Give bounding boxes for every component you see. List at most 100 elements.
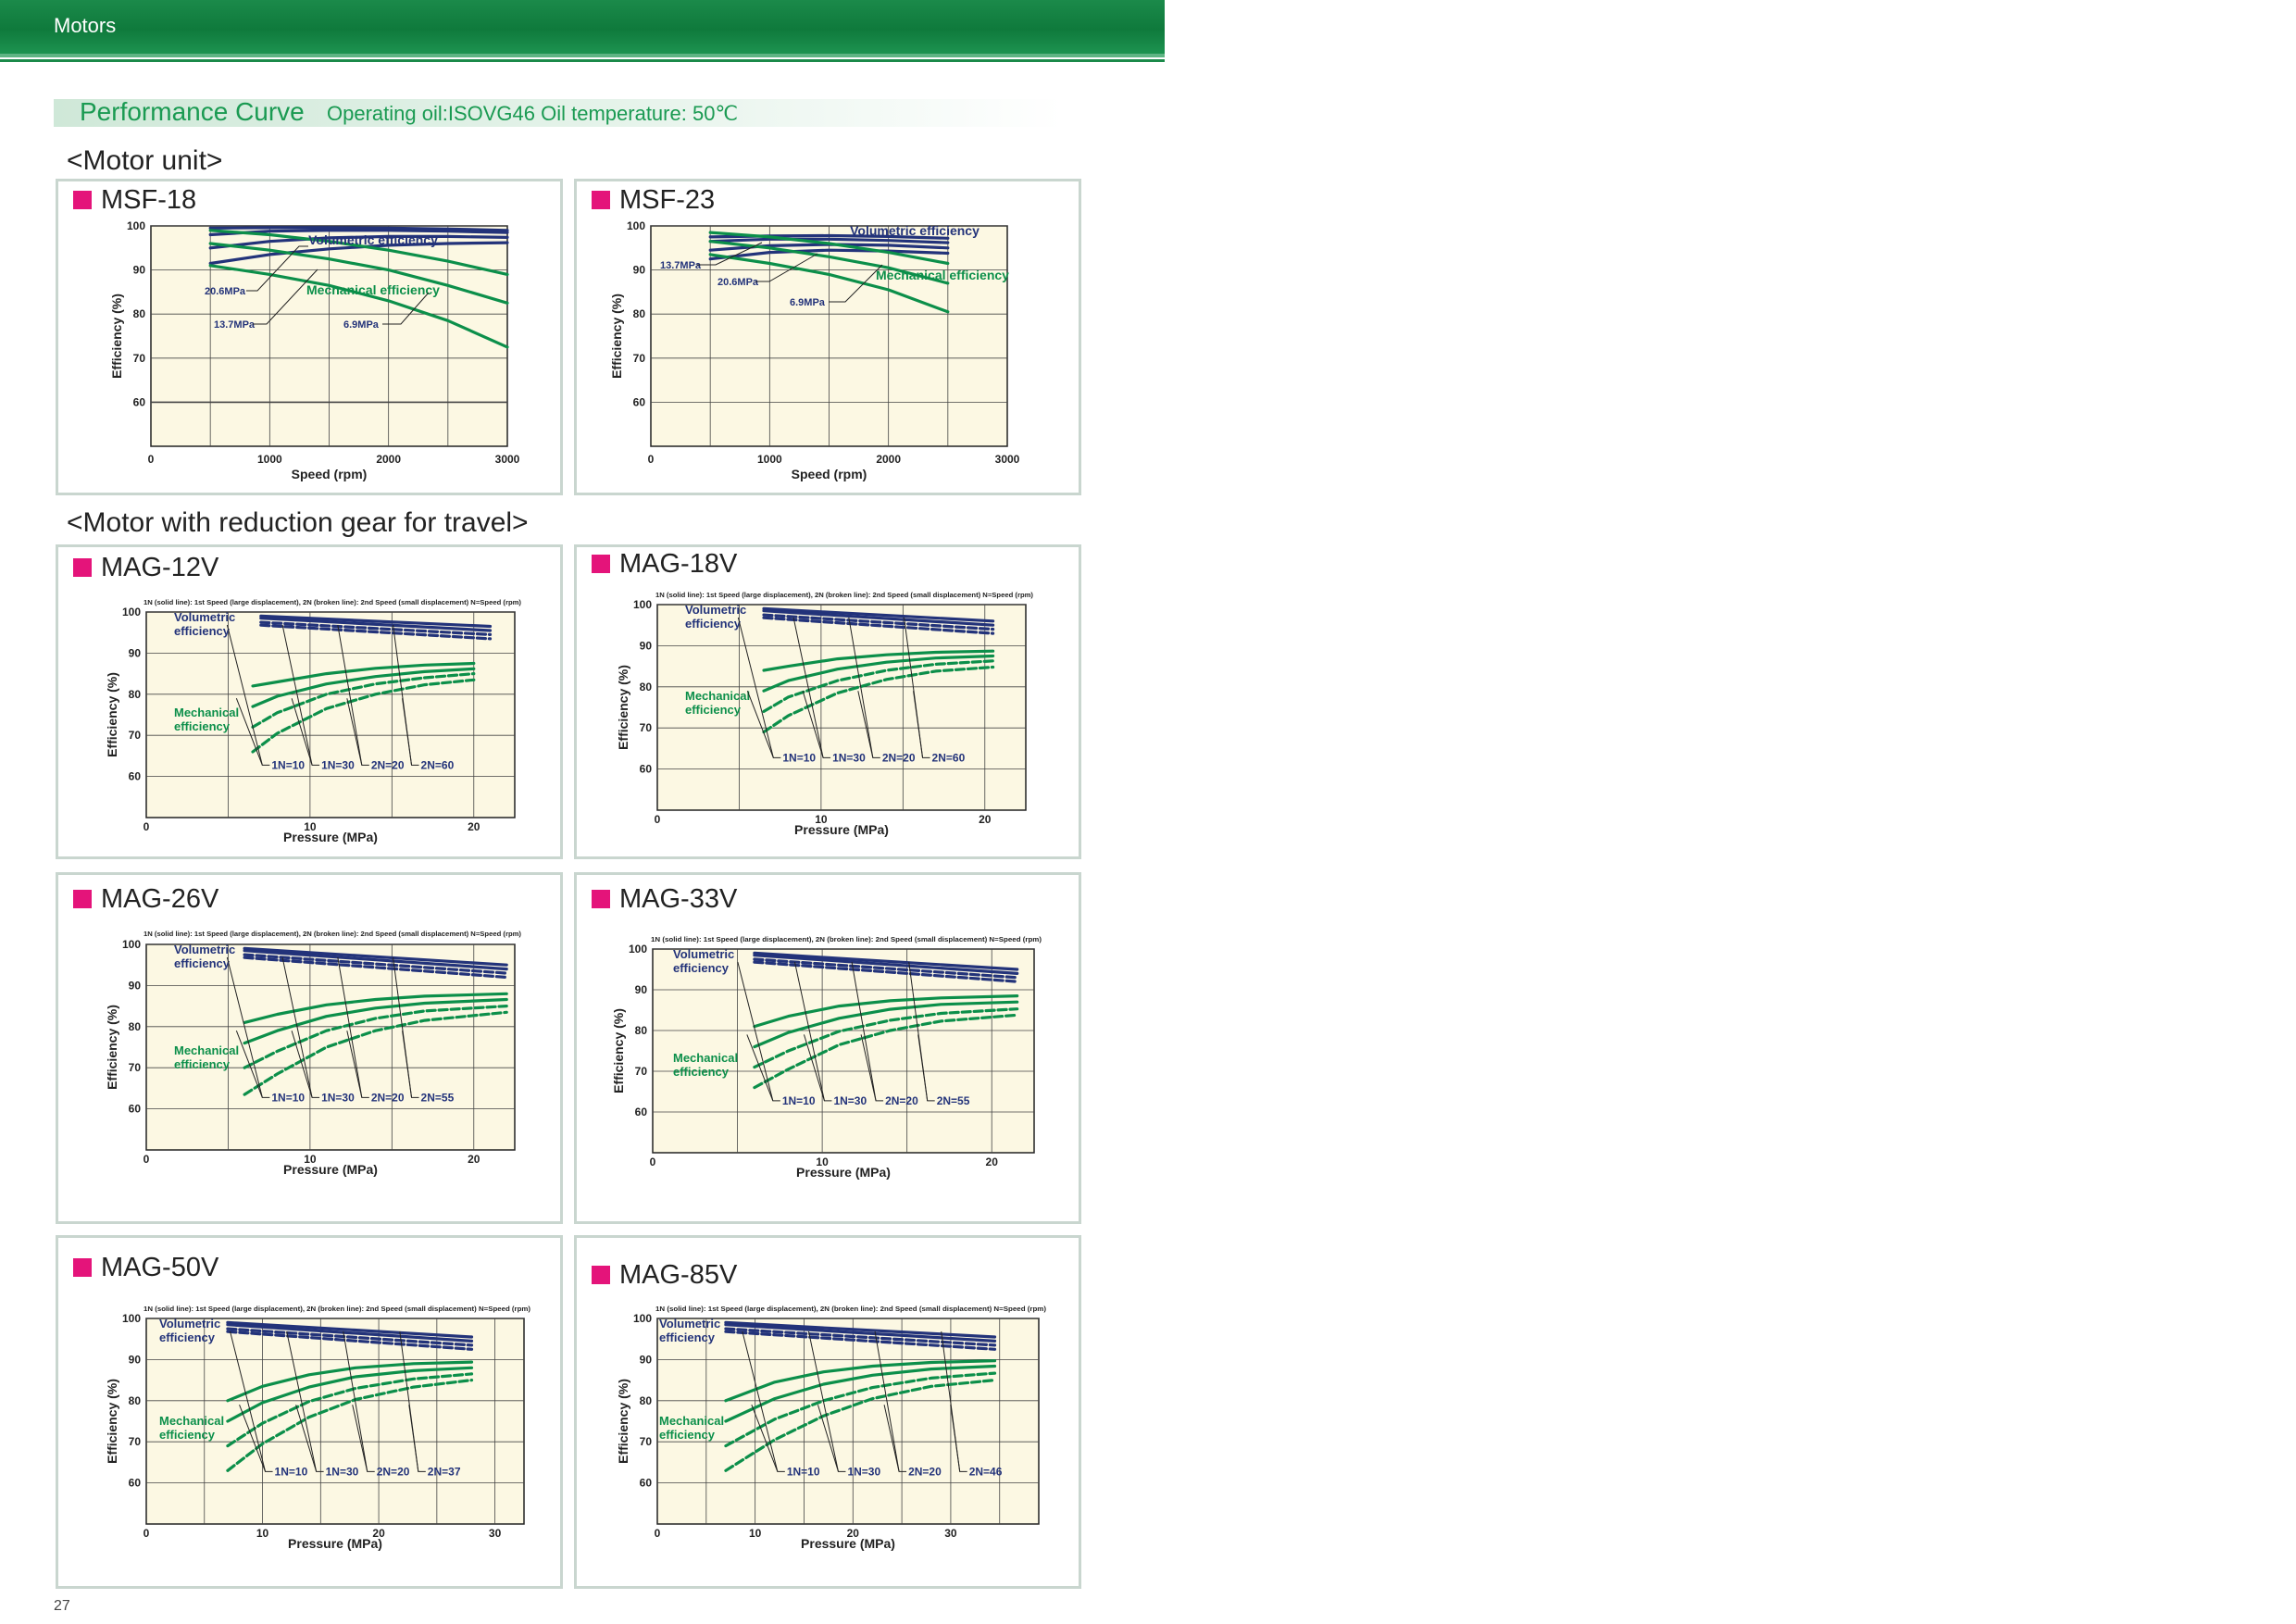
x-tick-label: 20: [847, 1527, 860, 1540]
mechanical-label: Mechanical: [174, 1043, 239, 1057]
volumetric-efficiency-line: [243, 946, 508, 967]
y-tick-label: 80: [133, 307, 146, 320]
volumetric-label: efficiency: [174, 956, 231, 970]
y-tick-label: 90: [635, 983, 648, 996]
speed-label: 2N=60: [932, 751, 966, 764]
group-heading-reduction-gear: <Motor with reduction gear for travel>: [67, 507, 529, 538]
y-tick-label: 100: [122, 938, 141, 951]
leader-line: [904, 617, 930, 758]
volumetric-label: efficiency: [673, 961, 730, 975]
y-tick-label: 60: [635, 1106, 648, 1118]
speed-label: 2N=46: [969, 1465, 1003, 1478]
chart-mag12v: 60 70 80 90 100 0 10 20 Pressure (MPa) Efficiency…: [105, 598, 522, 844]
leader-line: [950, 1405, 961, 1472]
x-tick-label: 10: [815, 813, 828, 826]
x-tick-label: 30: [944, 1527, 957, 1540]
x-axis-label: Speed (rpm): [292, 467, 368, 481]
volumetric-label: Volumetric: [174, 943, 235, 956]
leader-line: [226, 624, 270, 766]
y-tick-label: 90: [640, 1353, 653, 1366]
y-tick-label: 90: [633, 264, 646, 277]
speed-label: 1N=10: [782, 1094, 816, 1107]
y-axis-label: Efficiency (%): [609, 294, 624, 379]
leader-line: [393, 956, 419, 1098]
speed-label: 2N=20: [371, 758, 405, 771]
y-axis-label: Efficiency (%): [105, 1379, 119, 1464]
volumetric-efficiency-line: [753, 954, 1019, 975]
section-header: [0, 0, 1165, 54]
volumetric-efficiency-line: [724, 1330, 997, 1351]
x-tick-label: 0: [148, 453, 155, 466]
leader-line: [792, 617, 831, 758]
mechanical-efficiency-line: [724, 1379, 997, 1472]
volumetric-label: Volumetric: [174, 610, 235, 624]
leader-line: [697, 242, 763, 266]
chart-title-text: MAG-18V: [619, 549, 738, 579]
bullet-square-icon: [73, 1258, 92, 1277]
mechanical-efficiency-line: [724, 1364, 997, 1423]
mechanical-label: Mechanical efficiency: [306, 282, 440, 297]
x-axis-label: Pressure (MPa): [288, 1536, 382, 1551]
speed-label: 2N=20: [377, 1465, 410, 1478]
y-tick-label: 100: [122, 606, 141, 618]
leader-line: [917, 1034, 929, 1101]
volumetric-label: Volumetric: [159, 1317, 220, 1330]
mechanical-label: efficiency: [174, 719, 231, 733]
chart-title: MAG-18V: [592, 549, 737, 580]
y-tick-label: 70: [640, 721, 653, 734]
y-axis-label: Efficiency (%): [616, 665, 630, 750]
y-tick-label: 60: [129, 1103, 142, 1116]
leader-line: [235, 698, 263, 766]
mechanical-efficiency-line: [208, 229, 509, 276]
plot-area: [656, 604, 1027, 811]
x-tick-label: 10: [256, 1527, 269, 1540]
leader-line: [746, 1034, 774, 1102]
volumetric-efficiency-line: [762, 616, 995, 635]
chart-title: MAG-33V: [592, 884, 737, 915]
y-tick-label: 60: [133, 395, 146, 408]
leader-line: [848, 617, 880, 758]
x-tick-label: 20: [986, 1156, 999, 1168]
leader-line: [346, 1031, 363, 1098]
mechanical-label: Mechanical: [685, 689, 750, 703]
leader-line: [399, 1330, 426, 1472]
chart-note: 1N (solid line): 1st Speed (large displa…: [144, 1305, 531, 1313]
chart-mag33v: 60 70 80 90 100 0 10 20 Pressure (MPa) Efficiency…: [611, 935, 1042, 1180]
plot-area: [145, 1318, 525, 1525]
operating-conditions: Operating oil:ISOVG46 Oil temperature: 5…: [327, 102, 739, 125]
speed-label: 2N=60: [421, 758, 455, 771]
x-tick-label: 0: [648, 453, 655, 466]
volumetric-efficiency-line: [243, 956, 508, 980]
x-tick-label: 0: [144, 820, 150, 833]
volumetric-efficiency-line: [208, 234, 509, 250]
volumetric-label: efficiency: [685, 617, 742, 631]
leader-line: [343, 1330, 375, 1472]
leader-line: [803, 1034, 825, 1102]
x-axis-label: Pressure (MPa): [283, 830, 378, 844]
speed-label: 1N=30: [832, 751, 866, 764]
x-tick-label: 2000: [876, 453, 901, 466]
leader-line: [883, 1405, 900, 1472]
y-tick-label: 80: [129, 1020, 142, 1033]
volumetric-efficiency-line: [762, 609, 995, 627]
leader-line: [235, 1031, 263, 1098]
chart-panel-mag26v: MAG-26V 60 70 80 90 100 0 10 20 Pressure (MPa) Ef…: [56, 872, 563, 1224]
y-tick-label: 80: [635, 1024, 648, 1037]
leader-line: [793, 961, 832, 1102]
leader-line: [226, 956, 270, 1098]
volumetric-efficiency-line: [208, 226, 509, 232]
x-axis-label: Pressure (MPa): [283, 1162, 378, 1177]
x-tick-label: 20: [468, 1153, 480, 1166]
volumetric-efficiency-line: [762, 606, 995, 623]
volumetric-label: Volumetric: [673, 947, 734, 961]
speed-label: 1N=30: [833, 1094, 867, 1107]
speed-label: 2N=20: [908, 1465, 942, 1478]
mechanical-efficiency-line: [708, 231, 950, 266]
header-rule-thin: [0, 59, 1165, 62]
mechanical-label: efficiency: [174, 1057, 231, 1071]
leader-line: [807, 1330, 846, 1472]
plot-area: [652, 948, 1035, 1154]
volumetric-efficiency-line: [226, 1327, 474, 1347]
x-tick-label: 2000: [376, 453, 401, 466]
